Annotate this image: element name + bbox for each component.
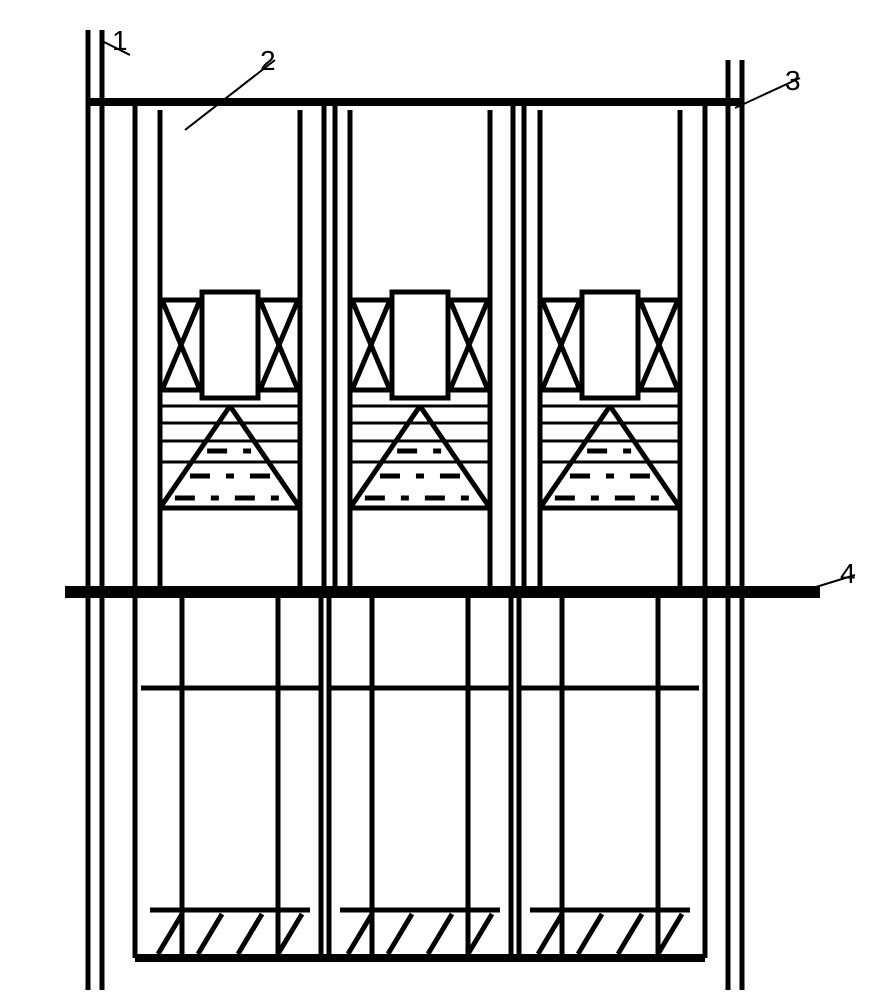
label-3: 3 <box>785 65 801 97</box>
label-1: 1 <box>112 25 128 57</box>
label-4: 4 <box>840 558 856 590</box>
diagram-svg <box>0 0 886 1000</box>
label-2: 2 <box>260 45 276 77</box>
